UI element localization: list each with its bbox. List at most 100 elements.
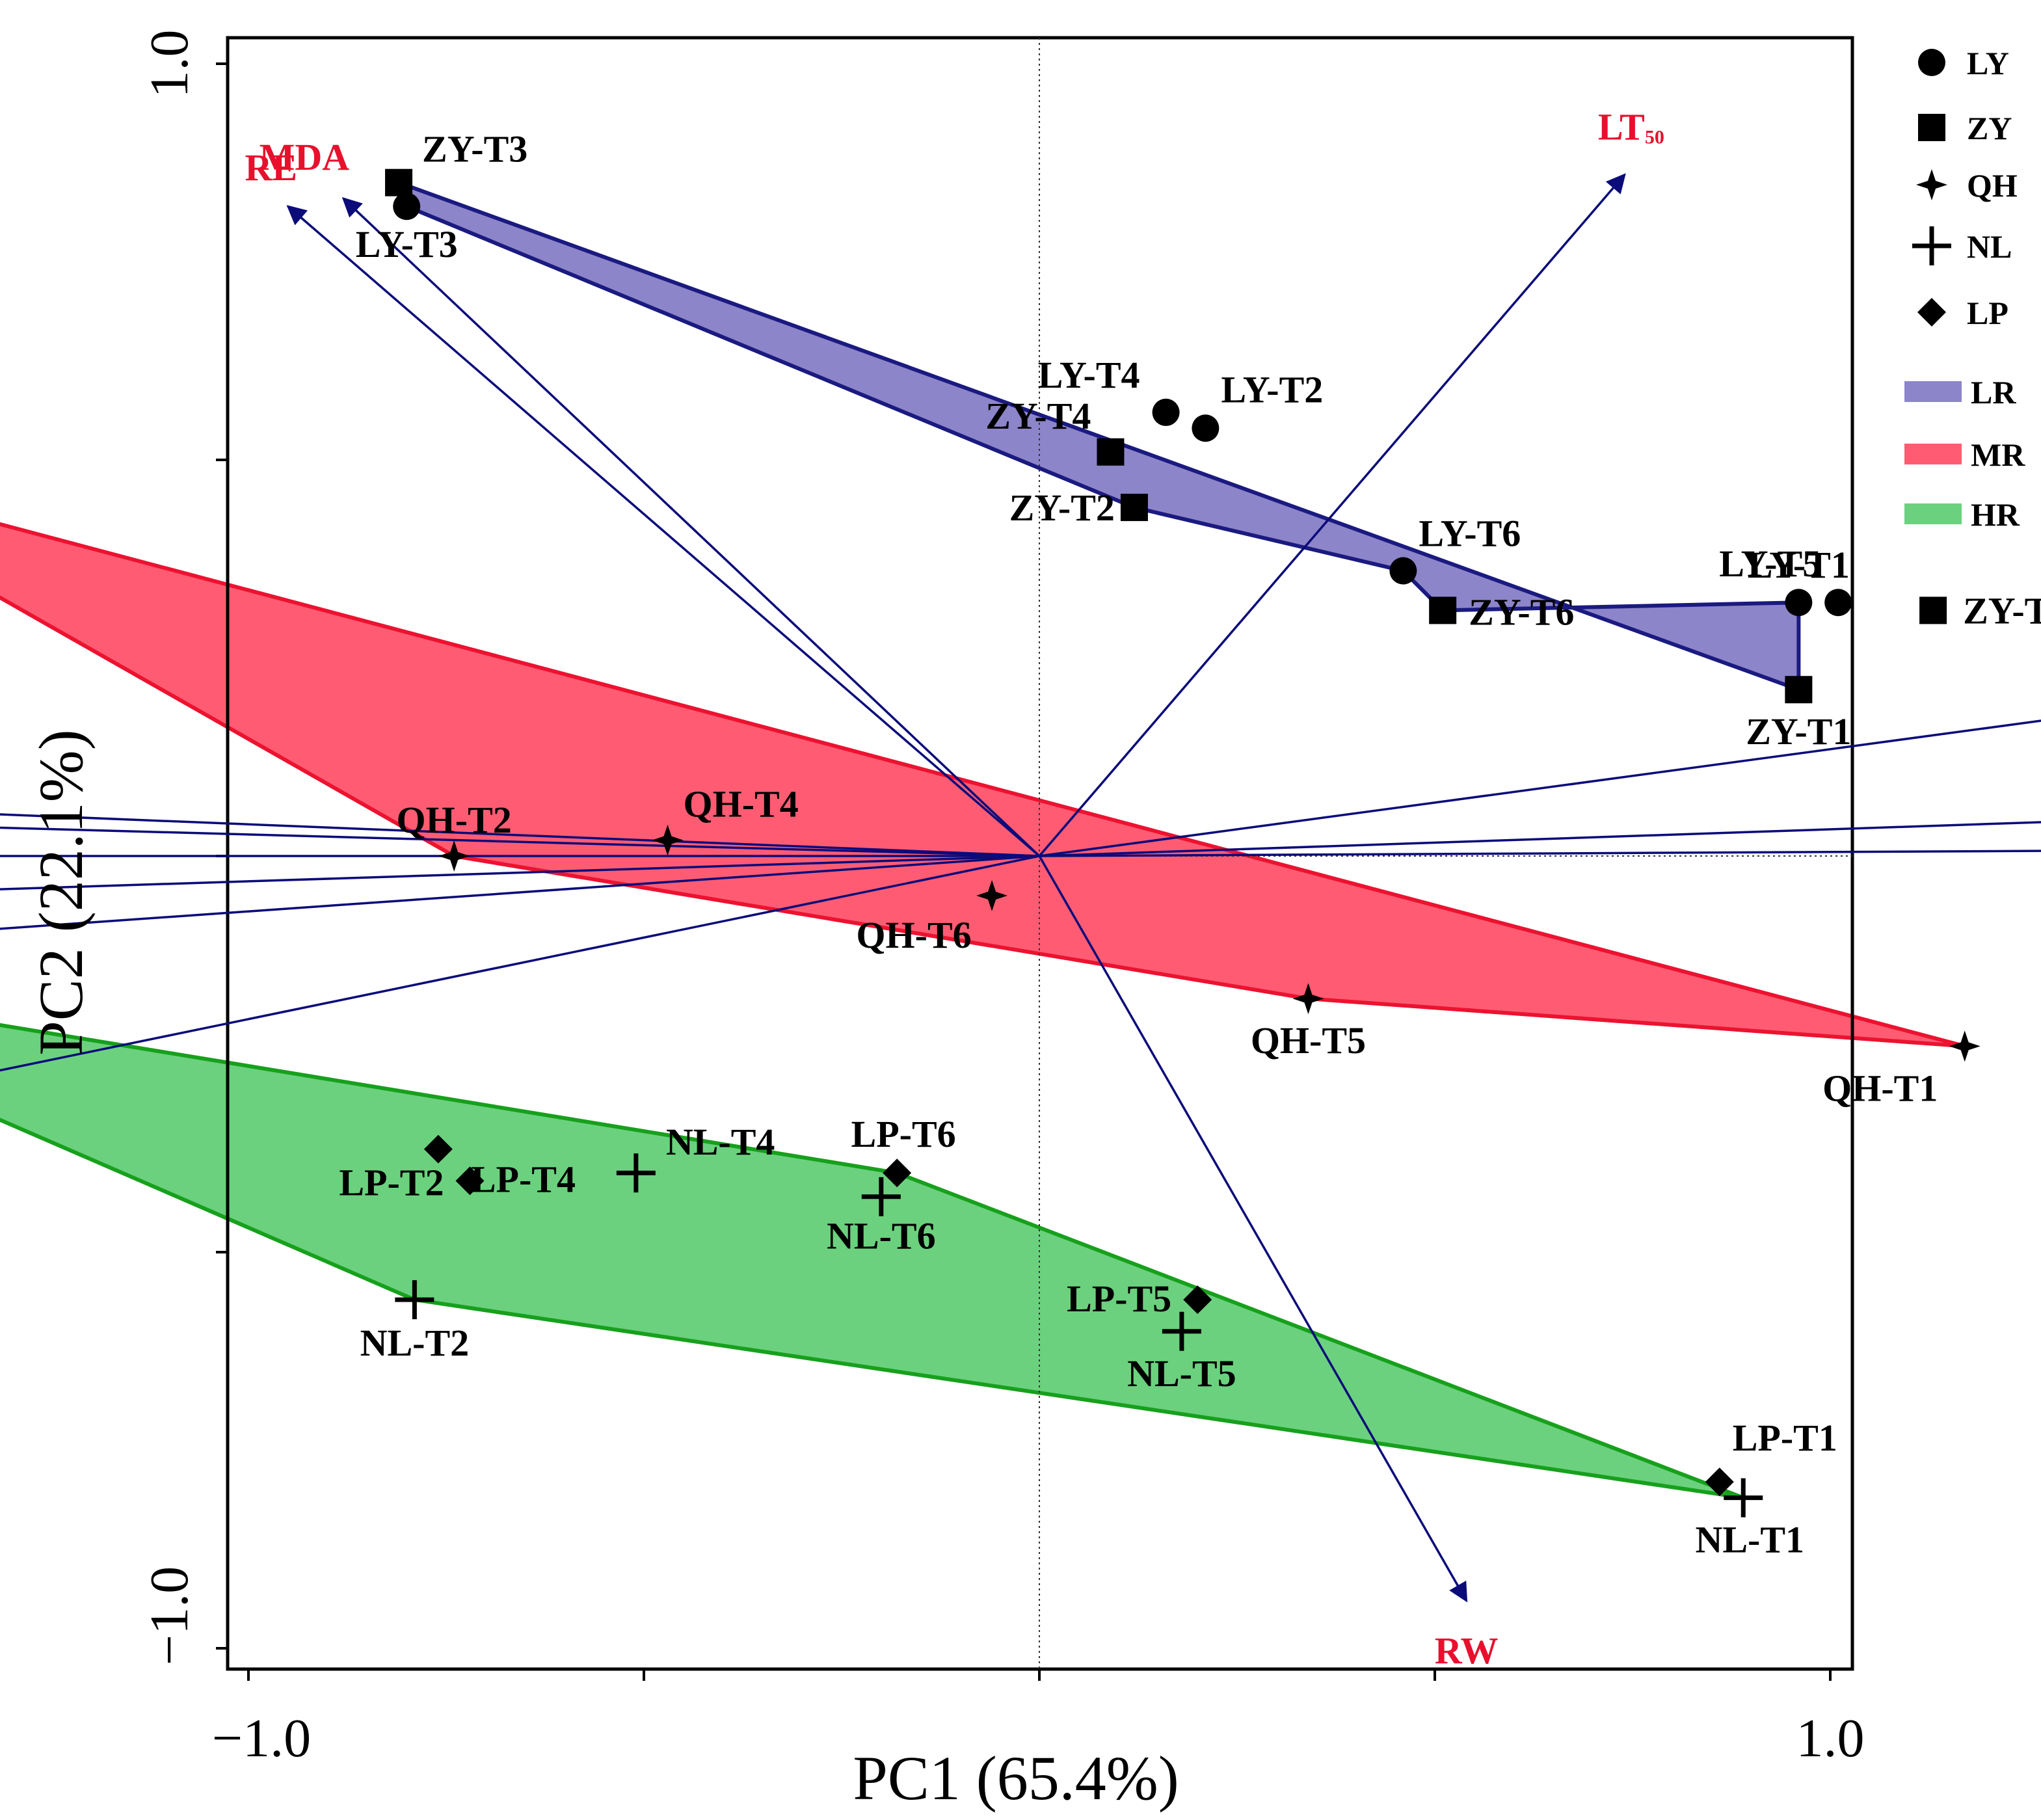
- point-nl-t6: [861, 1177, 901, 1216]
- loading-arrow-lt50: [1038, 173, 1626, 857]
- point-label: NL-T2: [360, 1322, 470, 1364]
- point-label: NL-T6: [827, 1215, 936, 1257]
- point-label: ZY-T4: [985, 395, 1091, 437]
- point-lp-t5: [1183, 1285, 1212, 1315]
- loading-arrow-ss: [0, 813, 1040, 857]
- point-label: LY-T2: [1221, 368, 1323, 410]
- legend: LY ZY QH NL LP LR MR HR: [1904, 45, 2025, 533]
- point-lp-t6: [883, 1158, 912, 1188]
- point-label: LP-T6: [851, 1113, 956, 1155]
- point-label: QH-T4: [683, 783, 798, 825]
- legend-label: LY: [1967, 45, 2009, 81]
- legend-marker-ly: [1918, 49, 1945, 76]
- y-tick-label: −1.0: [139, 1566, 200, 1665]
- point-nl-t4: [616, 1153, 656, 1193]
- legend-swatch-mr: [1904, 444, 1962, 464]
- legend-marker-qh: [1916, 169, 1947, 200]
- point-label: NL-T4: [666, 1121, 775, 1163]
- point-label: LP-T5: [1067, 1278, 1171, 1320]
- point-label: LY-T6: [1419, 513, 1521, 555]
- loading-arrow-ga: [1039, 850, 2041, 857]
- legend-label: ZY: [1967, 110, 2012, 146]
- point-label: ZY-T2: [1009, 487, 1115, 529]
- point-label: QH-T6: [856, 914, 971, 956]
- loading-arrow-sod: [0, 826, 1040, 857]
- point-label: LY-T4: [1038, 354, 1140, 396]
- plot-frame: −1.0 1.0 −1.0 1.0: [139, 30, 1865, 1769]
- point-zy-t2: [1120, 494, 1148, 522]
- hull-lr: [397, 180, 1801, 692]
- point-label: ZY-T3: [422, 128, 527, 170]
- x-tick-label: −1.0: [212, 1708, 311, 1769]
- loading-arrow-mda: [341, 196, 1041, 857]
- legend-label: HR: [1971, 496, 2020, 533]
- point-label: LP-T2: [339, 1161, 444, 1203]
- point-ly-t2: [1192, 414, 1220, 442]
- x-tick-label: 1.0: [1796, 1708, 1865, 1769]
- point-qh-t1: [1949, 1030, 1981, 1062]
- legend-marker-nl: [1912, 226, 1951, 265]
- legend-label: NL: [1967, 228, 2012, 265]
- loading-arrow-iaa: [1039, 719, 2041, 857]
- point-zy-t1: [1785, 676, 1813, 704]
- legend-label: LP: [1967, 295, 2008, 331]
- y-tick-label: 1.0: [139, 30, 200, 98]
- point-qh-t2: [438, 840, 470, 872]
- point-nl-t1: [1724, 1478, 1763, 1518]
- point-zy-t5: [1919, 596, 1947, 624]
- point-ly-t3: [393, 193, 421, 221]
- point-lp-t2: [455, 1166, 485, 1196]
- loading-arrow-aba-ga: [0, 855, 1040, 930]
- point-label: ZY-T6: [1469, 591, 1574, 633]
- point-labels: LY-T1 LY-T2 LY-T3 LY-T4 LY-T5 LY-T6 ZY-T1 ZY-T2…: [245, 106, 2041, 1672]
- legend-label: QH: [1967, 167, 2018, 204]
- loading-label-lt50: LT50: [1598, 106, 1664, 148]
- point-zy-t4: [1097, 438, 1125, 466]
- point-label: NL-T5: [1127, 1352, 1236, 1395]
- group-hulls: [0, 180, 1967, 1500]
- point-label: LP-T4: [471, 1158, 576, 1201]
- point-label: LP-T1: [1733, 1417, 1837, 1459]
- point-ly-t6: [1389, 557, 1417, 585]
- score-points: [385, 168, 1981, 1518]
- point-zy-t6: [1429, 596, 1457, 624]
- legend-marker-zy: [1918, 114, 1945, 141]
- x-axis-title: PC1 (65.4%): [853, 1743, 1179, 1813]
- point-label: NL-T1: [1695, 1519, 1804, 1561]
- loading-label-mda: MDA: [260, 136, 350, 178]
- loading-arrow-rw: [1038, 855, 1468, 1603]
- point-ly-t1: [1785, 589, 1813, 617]
- loading-arrow-cat: [1039, 821, 2041, 857]
- loading-label-rw: RW: [1435, 1629, 1499, 1672]
- legend-label: MR: [1971, 436, 2025, 473]
- point-label: ZY-T5: [1963, 589, 2041, 632]
- y-axis-title: PC2 (22.1%): [26, 729, 96, 1055]
- point-qh-t4: [652, 824, 684, 856]
- legend-marker-lp: [1917, 298, 1946, 327]
- point-label: LY-T3: [356, 223, 458, 265]
- point-label: LY-T1: [1748, 544, 1850, 586]
- point-label: LY-T5: [1719, 542, 1821, 585]
- loading-arrows: [0, 173, 2041, 1603]
- point-qh-t5: [1292, 983, 1324, 1015]
- point-lp-t1: [1705, 1467, 1734, 1497]
- point-label: QH-T5: [1251, 1019, 1366, 1062]
- point-label: ZY-T1: [1746, 710, 1851, 753]
- loading-arrow-re: [286, 205, 1041, 857]
- loading-arrow-sp: [0, 855, 1040, 890]
- legend-swatch-hr: [1904, 503, 1962, 524]
- point-nl-t5: [1162, 1311, 1201, 1351]
- point-ly-t4: [1152, 398, 1180, 426]
- point-lp-t4: [423, 1134, 453, 1164]
- point-zy-t3: [385, 168, 413, 196]
- point-nl-t2: [395, 1280, 434, 1320]
- point-label: QH-T2: [397, 799, 512, 841]
- loading-arrow-pro: [0, 855, 1040, 1072]
- legend-swatch-lr: [1904, 381, 1962, 402]
- point-ly-t5: [1824, 589, 1852, 617]
- loading-label-re: RE: [245, 146, 298, 189]
- point-label: QH-T1: [1822, 1067, 1938, 1109]
- legend-label: LR: [1971, 374, 2016, 410]
- point-qh-t6: [976, 879, 1008, 911]
